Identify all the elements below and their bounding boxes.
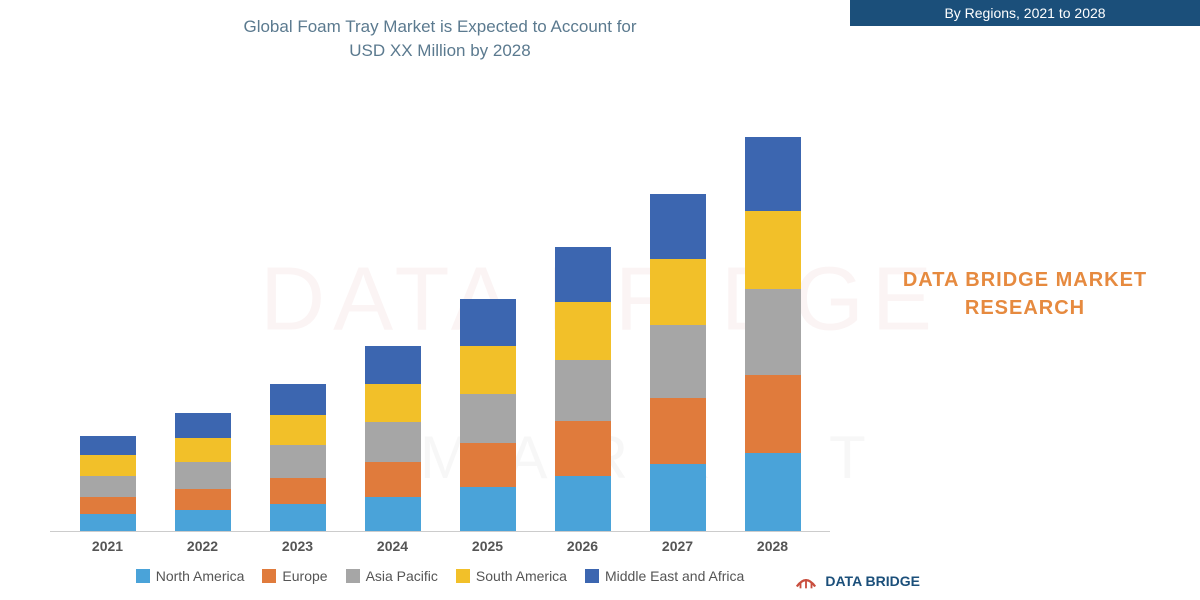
- legend-swatch: [346, 569, 360, 583]
- chart-title-line2: USD XX Million by 2028: [349, 41, 530, 60]
- bar-segment: [650, 194, 706, 259]
- legend-label: North America: [156, 568, 245, 584]
- bar-segment: [460, 443, 516, 487]
- bar-segment: [745, 453, 801, 531]
- x-label: 2026: [555, 538, 611, 554]
- bar-segment: [650, 325, 706, 397]
- legend-item: North America: [136, 568, 245, 584]
- bar-segment: [555, 247, 611, 302]
- bar-segment: [460, 487, 516, 531]
- chart-legend: North America Europe Asia Pacific South Ame…: [50, 554, 830, 590]
- bar-segment: [460, 394, 516, 444]
- bar-segment: [365, 346, 421, 384]
- chart-plot: [50, 73, 830, 532]
- bar-segment: [80, 514, 136, 531]
- bar-segment: [460, 299, 516, 347]
- legend-item: Europe: [262, 568, 327, 584]
- bar-segment: [745, 375, 801, 453]
- x-label: 2023: [270, 538, 326, 554]
- bar-segment: [175, 438, 231, 463]
- x-label: 2025: [460, 538, 516, 554]
- right-panel: By Regions, 2021 to 2028 2028 2021 DATA …: [850, 0, 1200, 600]
- bar-segment: [365, 462, 421, 496]
- bar-segment: [555, 476, 611, 531]
- chart-panel: Global Foam Tray Market is Expected to A…: [0, 0, 850, 600]
- hex-2021-label: 2021: [1045, 106, 1085, 127]
- bar-segment: [745, 211, 801, 289]
- bar-segment: [80, 476, 136, 497]
- x-label: 2028: [745, 538, 801, 554]
- legend-item: Asia Pacific: [346, 568, 438, 584]
- bar-2027: [650, 194, 706, 531]
- x-label: 2022: [175, 538, 231, 554]
- bar-2028: [745, 137, 801, 531]
- legend-swatch: [456, 569, 470, 583]
- bar-2023: [270, 384, 326, 531]
- bar-segment: [460, 346, 516, 394]
- chart-title: Global Foam Tray Market is Expected to A…: [50, 15, 830, 63]
- bar-segment: [555, 360, 611, 421]
- banner: By Regions, 2021 to 2028: [850, 0, 1200, 26]
- brand-line2: RESEARCH: [965, 297, 1085, 319]
- bar-segment: [365, 384, 421, 422]
- legend-label: South America: [476, 568, 567, 584]
- bar-segment: [745, 137, 801, 211]
- x-label: 2021: [80, 538, 136, 554]
- bar-segment: [365, 497, 421, 531]
- hex-badge-group: 2028 2021: [925, 66, 1125, 226]
- bar-segment: [80, 436, 136, 455]
- bar-segment: [80, 497, 136, 514]
- brand-text: DATA BRIDGE MARKET RESEARCH: [903, 266, 1147, 322]
- bar-segment: [650, 398, 706, 465]
- bar-segment: [80, 455, 136, 476]
- legend-swatch: [585, 569, 599, 583]
- bar-segment: [175, 489, 231, 510]
- chart-area: [50, 73, 830, 532]
- bar-2026: [555, 247, 611, 531]
- bar-2022: [175, 413, 231, 531]
- bar-segment: [270, 504, 326, 531]
- legend-label: Middle East and Africa: [605, 568, 744, 584]
- bar-segment: [270, 445, 326, 477]
- bar-2021: [80, 436, 136, 531]
- hex-2028: 2028: [935, 96, 1025, 196]
- legend-label: Asia Pacific: [366, 568, 438, 584]
- hex-2028-label: 2028: [960, 136, 1000, 157]
- bars-row: [50, 73, 830, 531]
- legend-item: South America: [456, 568, 567, 584]
- bar-segment: [270, 415, 326, 445]
- bar-2025: [460, 299, 516, 531]
- bar-segment: [270, 384, 326, 414]
- legend-swatch: [136, 569, 150, 583]
- bar-segment: [175, 413, 231, 438]
- bar-segment: [650, 259, 706, 326]
- hex-2021: 2021: [1020, 66, 1110, 166]
- chart-title-line1: Global Foam Tray Market is Expected to A…: [243, 17, 636, 36]
- x-label: 2024: [365, 538, 421, 554]
- legend-swatch: [262, 569, 276, 583]
- x-label: 2027: [650, 538, 706, 554]
- bar-segment: [650, 464, 706, 531]
- bar-segment: [175, 462, 231, 489]
- legend-label: Europe: [282, 568, 327, 584]
- legend-item: Middle East and Africa: [585, 568, 744, 584]
- bar-segment: [175, 510, 231, 531]
- bar-segment: [745, 289, 801, 375]
- brand-line1: DATA BRIDGE MARKET: [903, 269, 1147, 291]
- bar-2024: [365, 346, 421, 531]
- bar-segment: [365, 422, 421, 462]
- bar-segment: [555, 302, 611, 359]
- x-axis-labels: 2021 2022 2023 2024 2025 2026 2027 2028: [50, 532, 830, 554]
- main-container: Global Foam Tray Market is Expected to A…: [0, 0, 1200, 600]
- bar-segment: [555, 421, 611, 476]
- bar-segment: [270, 478, 326, 505]
